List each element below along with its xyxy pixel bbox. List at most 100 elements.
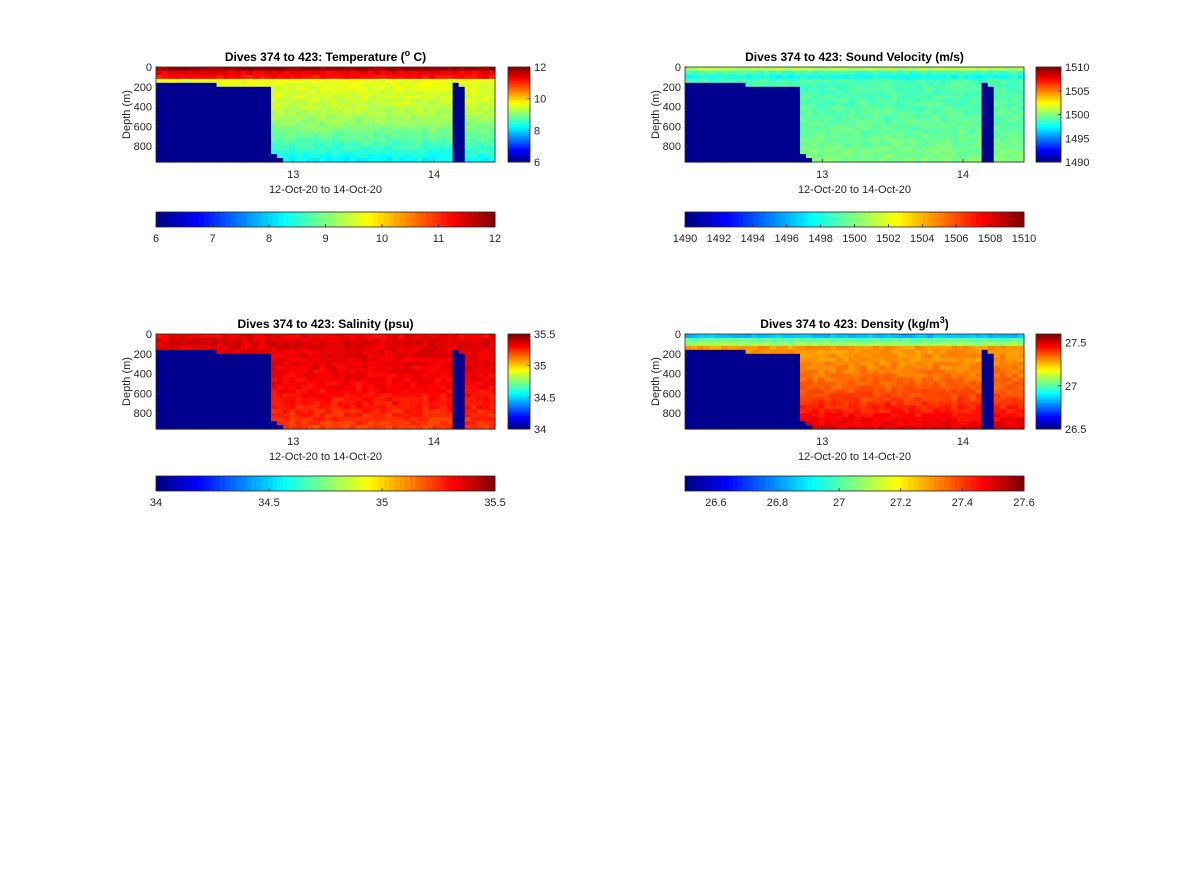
heatmap-cell: [367, 102, 375, 108]
heatmap-cell: [691, 397, 698, 402]
heatmap-cell: [987, 122, 995, 127]
heatmap-cell: [1011, 122, 1019, 127]
heatmap-cell: [307, 381, 314, 387]
heatmap-cell: [721, 78, 728, 84]
heatmap-cell: [987, 74, 995, 80]
heatmap-cell: [228, 106, 236, 112]
heatmap-cell: [349, 146, 357, 151]
heatmap-cell: [228, 361, 236, 367]
heatmap-cell: [228, 146, 236, 151]
colorbar-swatch: [508, 124, 530, 127]
heatmap-cell: [246, 158, 254, 163]
heatmap-cell: [685, 154, 692, 159]
heatmap-cell: [476, 369, 484, 375]
heatmap-cell: [174, 369, 181, 375]
heatmap-cell: [234, 146, 242, 151]
heatmap-cell: [168, 86, 175, 92]
heatmap-cell: [957, 94, 965, 100]
heatmap-cell: [921, 130, 928, 135]
heatmap-cell: [464, 409, 472, 414]
heatmap-cell: [836, 150, 843, 155]
heatmap-cell: [252, 334, 260, 339]
heatmap-cell: [277, 373, 284, 379]
heatmap-cell: [896, 74, 904, 80]
heatmap-cell: [836, 114, 843, 120]
heatmap-cell: [751, 373, 759, 379]
colorbar-swatch: [508, 144, 530, 147]
colorbar-swatch: [812, 212, 818, 227]
heatmap-cell: [404, 385, 411, 391]
heatmap-cell: [1011, 158, 1019, 163]
heatmap-cell: [703, 377, 710, 383]
heatmap-cell: [204, 349, 212, 355]
heatmap-cell: [313, 118, 321, 124]
heatmap-cell: [428, 130, 436, 135]
heatmap-cell: [428, 413, 436, 418]
heatmap-cell: [416, 106, 423, 112]
heatmap-cell: [289, 114, 296, 120]
heatmap-cell: [470, 397, 478, 402]
heatmap-cell: [812, 130, 819, 135]
heatmap-cell: [228, 134, 236, 139]
heatmap-cell: [252, 134, 260, 139]
heatmap-cell: [216, 413, 224, 418]
heatmap-cell: [398, 86, 405, 92]
heatmap-cell: [216, 70, 224, 76]
heatmap-cell: [192, 70, 199, 76]
heatmap-cell: [800, 98, 807, 104]
heatmap-cell: [156, 130, 163, 135]
heatmap-cell: [331, 369, 339, 375]
heatmap-cell: [745, 70, 753, 76]
heatmap-cell: [745, 106, 753, 112]
colorbar-swatch: [508, 406, 530, 409]
heatmap-cell: [836, 118, 843, 124]
heatmap-cell: [703, 138, 710, 143]
heatmap-cell: [458, 114, 466, 120]
heatmap-cell: [343, 405, 351, 410]
heatmap-cell: [307, 122, 314, 127]
colorbar-swatch: [508, 89, 530, 92]
heatmap-cell: [246, 142, 254, 147]
heatmap-cell: [709, 106, 716, 112]
colorbar-swatch: [1036, 77, 1061, 80]
heatmap-cell: [908, 67, 916, 72]
heatmap-cell: [216, 130, 224, 135]
heatmap-cell: [349, 70, 357, 76]
heatmap-cell: [319, 126, 327, 131]
heatmap-cell: [313, 150, 321, 155]
heatmap-cell: [781, 110, 789, 116]
heatmap-cell: [933, 94, 940, 100]
heatmap-cell: [739, 381, 747, 387]
title-superscript: o: [405, 48, 411, 58]
heatmap-cell: [715, 365, 722, 371]
heatmap-cell: [476, 337, 484, 343]
colorbar-swatch: [177, 212, 183, 227]
colorbar-swatch: [508, 396, 530, 399]
heatmap-cell: [343, 361, 351, 367]
heatmap-cell: [258, 389, 266, 394]
heatmap-cell: [404, 67, 411, 72]
heatmap-cell: [775, 369, 783, 375]
heatmap-cell: [806, 142, 813, 147]
heatmap-cell: [313, 126, 321, 131]
heatmap-cell: [246, 381, 254, 387]
heatmap-cell: [781, 142, 789, 147]
heatmap-cell: [733, 126, 741, 131]
heatmap-cell: [440, 150, 448, 155]
heatmap-cell: [404, 369, 411, 375]
heatmap-cell: [993, 86, 1001, 92]
heatmap-cell: [842, 154, 850, 159]
heatmap-cell: [361, 337, 369, 343]
heatmap-cell: [258, 385, 266, 391]
heatmap-cell: [416, 341, 423, 347]
heatmap-cell: [685, 146, 692, 151]
heatmap-cell: [446, 405, 454, 410]
heatmap-cell: [745, 142, 753, 147]
heatmap-cell: [258, 130, 266, 135]
heatmap-cell: [927, 98, 934, 104]
heatmap-cell: [404, 102, 411, 108]
heatmap-cell: [482, 70, 490, 76]
sound-velocity-title: Dives 374 to 423: Sound Velocity (m/s): [745, 50, 964, 64]
heatmap-cell: [769, 158, 777, 163]
heatmap-cell: [162, 122, 169, 127]
